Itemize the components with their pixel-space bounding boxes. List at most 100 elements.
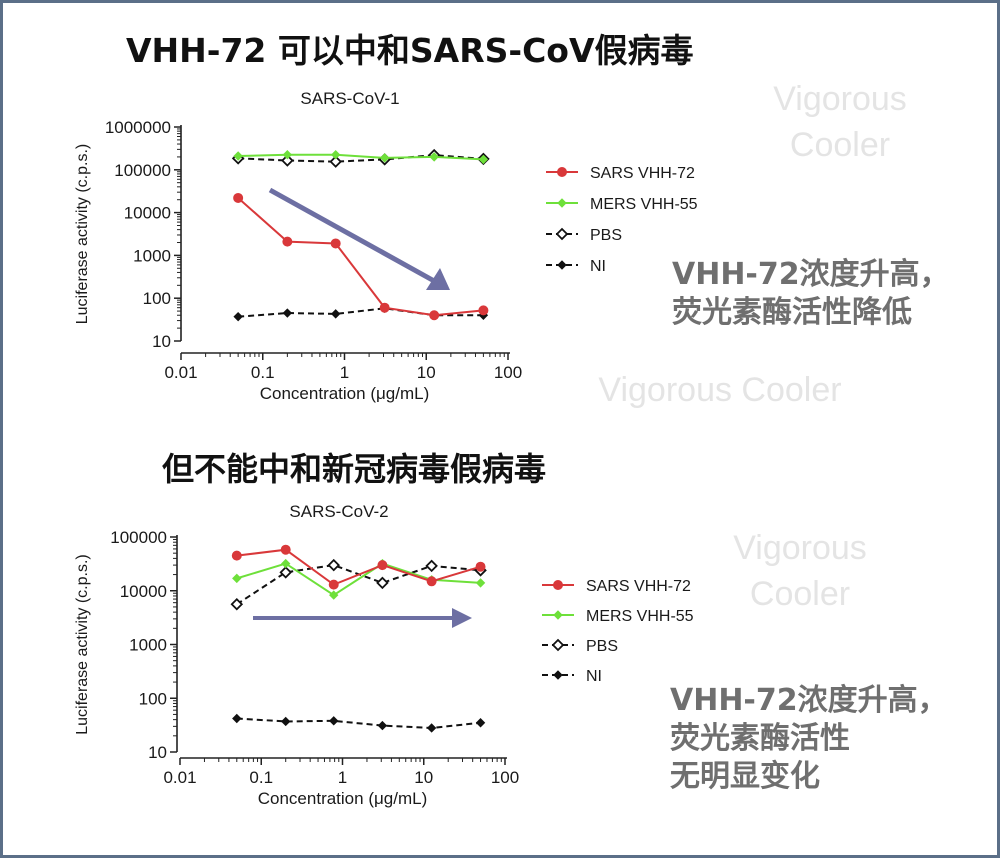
chart1-legend-label: MERS VHH-55 [590,196,698,213]
chart2-data-point [475,718,486,728]
chart2-series-line [236,548,481,586]
chart2-legend-label: NI [586,668,602,685]
chart1-trend-arrow [268,187,438,285]
chart2-series-line [236,564,481,606]
top-note-line-2: 荧光素酶活性降低 [672,295,912,330]
chart2-data-point [329,716,339,726]
chart1-data-point [478,305,489,316]
chart2-legend-label: SARS VHH-72 [586,578,691,595]
watermark-c-line-2: Cooler [749,575,851,613]
chart1-y-tick-label: 100000 [114,161,171,180]
top-note-line-1: VHH-72浓度升高， [672,257,950,292]
chart1-y-tick-label: 1000000 [105,118,171,137]
chart2-y-tick-label: 10000 [120,582,167,601]
chart2-data-point [426,576,437,587]
chart1-legend-marker [555,227,569,241]
chart2-data-point [232,573,242,584]
chart1-legend-marker [557,260,567,270]
chart2-legend-label: PBS [586,638,618,655]
watermark-a: Vigorous Cooler [760,76,920,168]
top-heading: VHH-72 可以中和SARS-CoV假病毒 [126,31,694,70]
chart2-data-point [281,716,291,727]
chart2-data-point [281,558,291,569]
chart1-x-tick-label: 1 [340,363,349,382]
chart1-data-point [282,236,293,247]
watermark-b: Vigorous Cooler [580,367,860,413]
chart1-legend-label: PBS [590,227,622,244]
chart1-x-tick-label: 0.1 [251,363,275,382]
chart2-legend-label: MERS VHH-55 [586,608,694,625]
chart2-y-label: Luciferase activity (c.p.s.) [74,554,91,735]
chart1-series-line [238,153,484,161]
chart1-legend-label: SARS VHH-72 [590,165,695,182]
chart2-data-point [327,558,341,572]
chart1-data-point [233,311,243,322]
chart2-data-point [230,598,244,611]
bottom-note: VHH-72浓度升高， 荧光素酶活性 无明显变化 [670,682,948,796]
chart2-legend-marker [553,580,563,590]
chart2-data-point [376,576,389,590]
chart2-data-point [377,720,388,731]
chart2-data-point [377,560,388,571]
chart1-series-line [238,154,484,163]
chart2-x-label: Concentration (μg/mL) [258,789,427,808]
chart1-legend-marker [557,198,567,208]
chart2-y-tick-label: 1000 [129,636,167,655]
chart1-data-point [379,302,390,313]
chart1-y-tick-label: 10000 [124,204,171,223]
bottom-note-line-2: 荧光素酶活性 [670,721,850,756]
chart2-data-point [328,579,339,590]
chart-sars-cov-1: SARS-CoV-1 10 100 1000 10000 100000 1000000 0.0… [74,89,698,403]
chart2-trend-arrow-head [452,608,472,628]
chart1-x-tick-label: 0.01 [164,363,197,382]
chart2-data-point [425,559,438,573]
watermark-a-line-1: Vigorous [773,80,907,118]
chart1-y-tick-label: 1000 [133,246,171,265]
chart1-data-point [379,153,390,163]
chart2-y-tick-label: 10 [148,743,167,762]
chart1-data-point [233,192,244,203]
watermark-c: Vigorous Cooler [720,525,880,617]
chart2-data-point [279,566,292,579]
chart2-data-point [280,544,291,555]
top-note: VHH-72浓度升高， 荧光素酶活性降低 [672,256,950,332]
chart2-y-tick-label: 100000 [110,528,167,547]
chart2-x-tick-label: 10 [414,768,433,787]
chart2-data-point [329,590,339,600]
chart1-data-point [330,150,341,160]
chart1-title: SARS-CoV-1 [300,89,399,108]
chart2-y-tick-label: 100 [139,689,167,708]
chart2-series-line [236,562,481,597]
chart2-data-point [232,713,242,724]
chart1-legend-label: NI [590,258,606,275]
chart1-data-point [329,155,342,168]
chart1-y-label: Luciferase activity (c.p.s.) [74,144,91,325]
chart1-data-point [233,151,243,161]
chart2-data-point [475,561,486,572]
bottom-note-line-3: 无明显变化 [670,759,820,794]
chart1-legend-marker [557,167,567,177]
chart2-legend-marker [553,610,563,620]
watermark-b-line-1: Vigorous Cooler [598,371,842,409]
watermark-c-line-1: Vigorous [733,529,867,567]
chart2-x-tick-label: 0.01 [163,768,196,787]
chart2-series-line [236,717,481,729]
chart1-y-tick-label: 10 [152,332,171,351]
chart1-data-point [330,238,341,249]
chart2-legend-marker [553,670,563,680]
chart1-series-line [237,197,484,317]
chart2-title: SARS-CoV-2 [289,502,388,521]
chart1-x-tick-label: 10 [417,363,436,382]
bottom-heading: 但不能中和新冠病毒假病毒 [162,450,547,488]
chart2-x-tick-label: 1 [338,768,347,787]
chart1-data-point [282,150,293,160]
chart2-x-tick-label: 100 [491,768,519,787]
chart1-data-point [478,154,489,165]
watermark-a-line-2: Cooler [789,126,891,164]
chart1-data-point [429,152,439,162]
chart1-trend-arrow-head [426,268,450,290]
chart2-data-point [475,578,486,588]
chart1-data-point [281,154,294,167]
